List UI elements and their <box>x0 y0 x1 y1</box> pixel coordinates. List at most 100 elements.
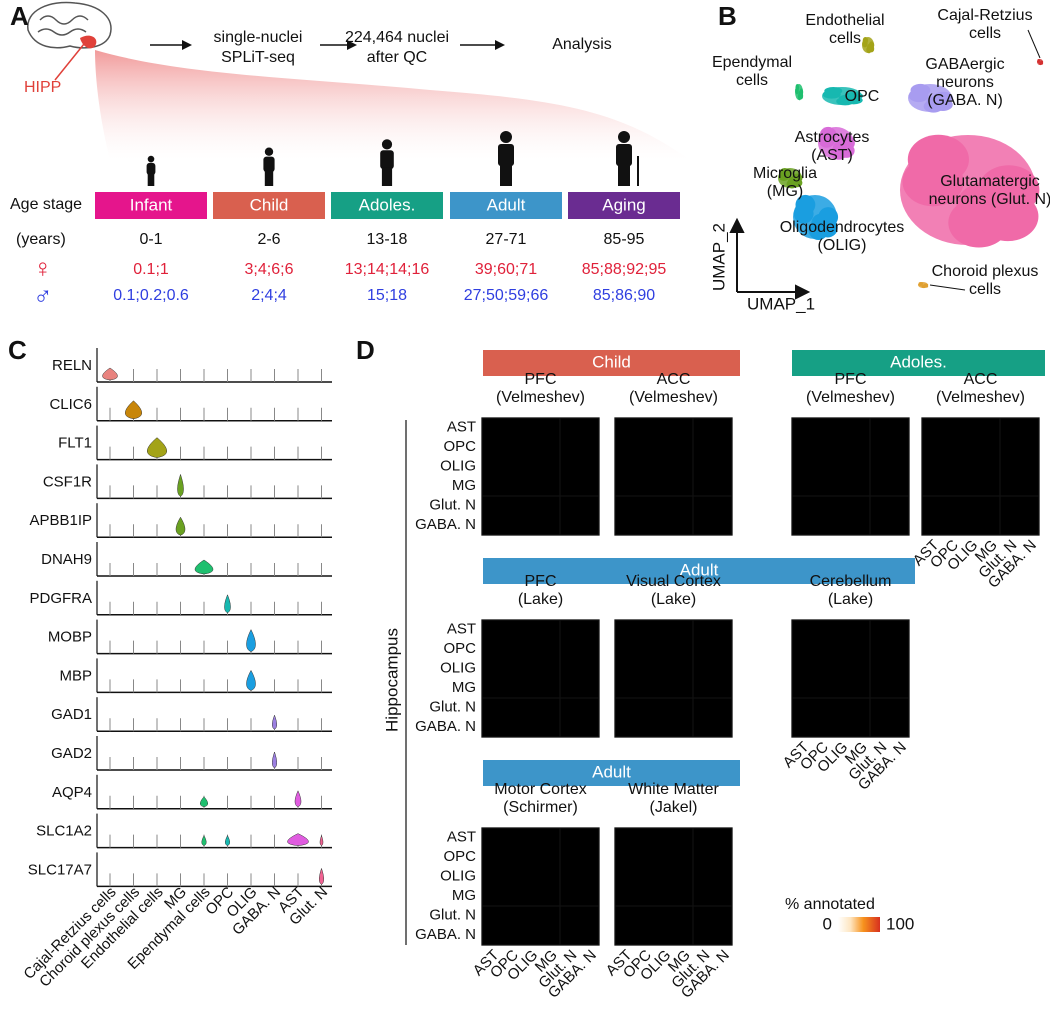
cluster-blob <box>977 191 1039 242</box>
heat-cell <box>654 717 674 737</box>
cluster-label: Choroid plexus <box>932 263 1039 280</box>
heat-cell <box>870 717 890 737</box>
stage-box <box>331 192 443 219</box>
gene-label: APBB1IP <box>29 512 92 529</box>
heat-cell <box>521 496 541 516</box>
map-title: (Velmeshev) <box>936 389 1025 406</box>
heat-cell <box>654 847 674 867</box>
heat-cell <box>634 698 654 718</box>
heat-cell <box>889 698 909 718</box>
panel-label: C <box>8 335 27 365</box>
umap-cluster <box>1037 58 1044 66</box>
heat-cell <box>501 698 521 718</box>
cluster-blob <box>923 285 929 288</box>
umap-axes <box>729 217 811 300</box>
heat-cell <box>850 437 870 457</box>
heat-cell <box>712 515 732 535</box>
heat-cell <box>1019 437 1039 457</box>
stage-header <box>792 350 1045 376</box>
heat-cell <box>792 515 812 535</box>
gene-label: GAD1 <box>51 706 92 723</box>
heat-cell <box>501 925 521 945</box>
heat-cell <box>615 457 635 477</box>
gene-label: SLC1A2 <box>36 823 92 840</box>
heat-cell <box>521 515 541 535</box>
cluster-blob <box>910 83 931 97</box>
heat-cell <box>831 698 851 718</box>
panel-label: A <box>10 1 29 31</box>
heat-cell <box>870 620 890 640</box>
heat-cell <box>811 496 831 516</box>
row-label: AST <box>447 621 476 638</box>
person-icon <box>380 139 394 186</box>
heat-cell <box>579 867 599 887</box>
heat-cell <box>634 886 654 906</box>
violin <box>272 751 277 769</box>
flow-step: after QC <box>367 49 427 66</box>
heat-cell <box>811 418 831 438</box>
female-symbol: ♀ <box>33 253 53 283</box>
flow-step: SPLiT-seq <box>221 49 295 66</box>
person-icon <box>146 155 156 186</box>
heat-cell <box>654 678 674 698</box>
heat-cell <box>980 515 1000 535</box>
heat-cell <box>870 457 890 477</box>
gene-label: AQP4 <box>52 784 92 801</box>
map-frame <box>614 417 733 536</box>
heat-cell <box>712 867 732 887</box>
cluster-blob <box>838 143 855 158</box>
hippocampus <box>80 35 97 49</box>
map-title: (Lake) <box>518 591 563 608</box>
heat-cell <box>615 678 635 698</box>
heat-cell <box>521 698 541 718</box>
heat-cell <box>712 620 732 640</box>
gene-label: MOBP <box>48 629 92 646</box>
map-title: Visual Cortex <box>626 573 721 590</box>
heat-cell <box>712 717 732 737</box>
heat-cell <box>980 457 1000 477</box>
heat-cell <box>693 639 713 659</box>
icon-body <box>616 144 632 166</box>
heat-cell <box>579 457 599 477</box>
heat-cell <box>941 496 961 516</box>
cluster-label: cells <box>736 72 768 89</box>
heat-cell <box>482 476 502 496</box>
heat-cell <box>889 418 909 438</box>
heat-cell <box>654 639 674 659</box>
heat-cell <box>889 717 909 737</box>
y-axis-label: Hippocampus <box>382 628 401 732</box>
heat-cell <box>579 659 599 679</box>
heat-cell <box>560 886 580 906</box>
heat-cell <box>579 476 599 496</box>
heat-cell <box>654 437 674 457</box>
heat-cell <box>850 476 870 496</box>
umap-x-label: UMAP_1 <box>747 294 815 313</box>
heat-cell <box>579 717 599 737</box>
heat-cell <box>673 476 693 496</box>
gene-label: RELN <box>52 357 92 374</box>
heat-cell <box>501 515 521 535</box>
heat-cell <box>615 659 635 679</box>
heat-cell <box>850 457 870 477</box>
heat-cell <box>579 678 599 698</box>
female-ages: 39;60;71 <box>475 261 537 278</box>
heat-cell <box>693 659 713 679</box>
heat-cell <box>1000 476 1020 496</box>
map-title: (Jakel) <box>649 799 697 816</box>
heat-cell <box>540 828 560 848</box>
stage-name: Adult <box>487 195 526 214</box>
heat-cell <box>1019 476 1039 496</box>
heat-cell <box>792 659 812 679</box>
heat-cell <box>1000 418 1020 438</box>
icon-head <box>381 139 393 150</box>
legend-gradient <box>838 917 880 932</box>
age-wedge <box>95 50 690 160</box>
heat-cell <box>579 639 599 659</box>
heat-cell <box>941 476 961 496</box>
heat-cell <box>1019 418 1039 438</box>
heat-cell <box>1000 457 1020 477</box>
heat-cell <box>889 639 909 659</box>
icon-legs <box>147 173 155 186</box>
heat-cell <box>693 496 713 516</box>
